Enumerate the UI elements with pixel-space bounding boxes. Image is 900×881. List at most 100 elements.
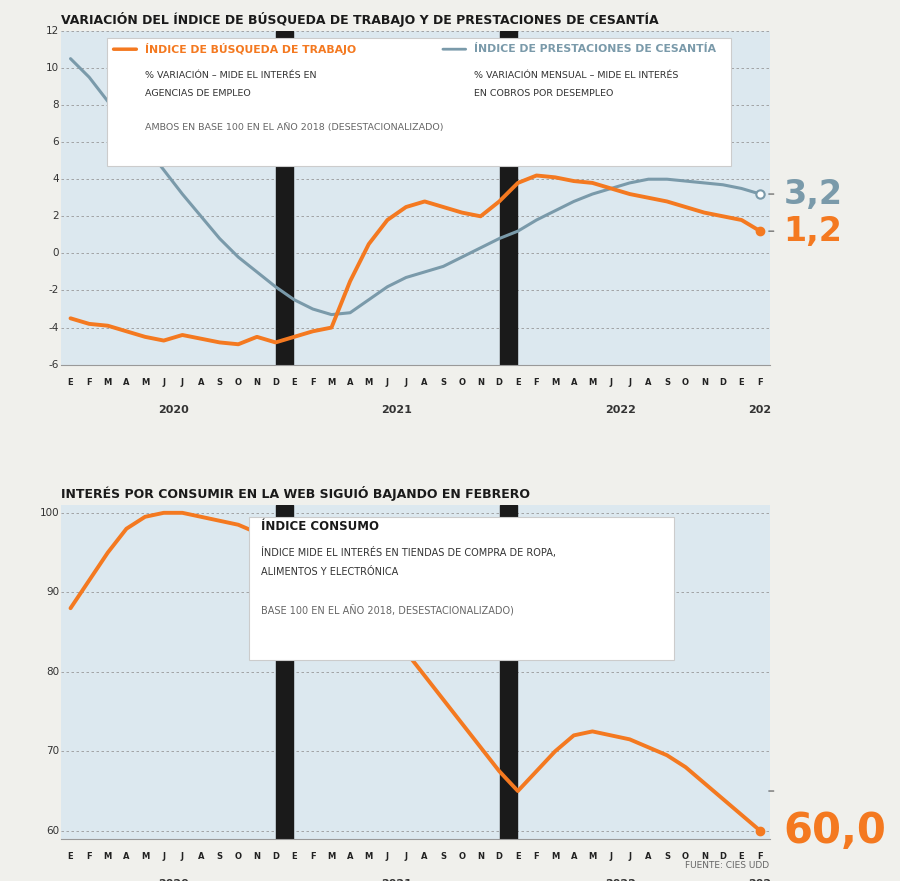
Bar xyxy=(500,505,517,839)
Text: 3,2: 3,2 xyxy=(784,178,842,211)
Text: ALIMENTOS Y ELECTRÓNICA: ALIMENTOS Y ELECTRÓNICA xyxy=(261,566,398,577)
Text: N: N xyxy=(254,852,260,861)
Text: -4: -4 xyxy=(49,322,59,332)
Text: 1,2: 1,2 xyxy=(784,215,842,248)
Text: A: A xyxy=(198,378,204,387)
Text: INTERÉS POR CONSUMIR EN LA WEB SIGUIÓ BAJANDO EN FEBRERO: INTERÉS POR CONSUMIR EN LA WEB SIGUIÓ BA… xyxy=(61,486,530,501)
Text: AMBOS EN BASE 100 EN EL AÑO 2018 (DESESTACIONALIZADO): AMBOS EN BASE 100 EN EL AÑO 2018 (DESEST… xyxy=(145,122,444,131)
Text: M: M xyxy=(141,378,149,387)
Text: S: S xyxy=(664,378,670,387)
Text: ÍNDICE DE BÚSQUEDA DE TRABAJO: ÍNDICE DE BÚSQUEDA DE TRABAJO xyxy=(145,43,356,56)
Text: D: D xyxy=(272,378,279,387)
Text: O: O xyxy=(235,378,242,387)
Text: 2022: 2022 xyxy=(605,404,635,415)
Text: F: F xyxy=(534,378,539,387)
Text: F: F xyxy=(310,852,316,861)
Text: J: J xyxy=(181,378,184,387)
Text: 2: 2 xyxy=(53,211,59,221)
Text: A: A xyxy=(123,378,130,387)
Text: J: J xyxy=(628,852,631,861)
Text: M: M xyxy=(328,852,336,861)
Text: -6: -6 xyxy=(49,359,59,370)
Text: 4: 4 xyxy=(53,174,59,184)
Text: 60: 60 xyxy=(46,825,59,836)
Text: F: F xyxy=(86,378,92,387)
Text: A: A xyxy=(346,852,354,861)
Text: A: A xyxy=(346,378,354,387)
Text: 70: 70 xyxy=(46,746,59,756)
Text: 2022: 2022 xyxy=(605,878,635,881)
Text: E: E xyxy=(68,852,73,861)
Text: 100: 100 xyxy=(40,507,59,518)
Text: E: E xyxy=(739,378,744,387)
Bar xyxy=(500,31,517,365)
Text: O: O xyxy=(682,378,689,387)
Text: A: A xyxy=(645,378,652,387)
Text: S: S xyxy=(664,852,670,861)
Text: E: E xyxy=(739,852,744,861)
Text: N: N xyxy=(477,852,484,861)
Text: EN COBROS POR DESEMPLEO: EN COBROS POR DESEMPLEO xyxy=(474,89,614,99)
Text: 202: 202 xyxy=(749,878,771,881)
Text: % VARIACIÓN MENSUAL – MIDE EL INTERÉS: % VARIACIÓN MENSUAL – MIDE EL INTERÉS xyxy=(474,70,679,80)
Text: J: J xyxy=(386,852,389,861)
Text: O: O xyxy=(458,378,465,387)
Text: F: F xyxy=(310,378,316,387)
Text: M: M xyxy=(104,378,112,387)
Text: 0: 0 xyxy=(53,248,59,258)
Text: 2020: 2020 xyxy=(158,878,188,881)
Text: AGENCIAS DE EMPLEO: AGENCIAS DE EMPLEO xyxy=(145,89,250,99)
Text: 6: 6 xyxy=(53,137,59,147)
Text: E: E xyxy=(292,378,297,387)
Text: 2021: 2021 xyxy=(382,404,412,415)
Text: M: M xyxy=(551,378,559,387)
Text: O: O xyxy=(235,852,242,861)
Text: F: F xyxy=(758,852,763,861)
FancyBboxPatch shape xyxy=(249,516,674,660)
Text: 80: 80 xyxy=(46,667,59,677)
Text: M: M xyxy=(104,852,112,861)
Text: D: D xyxy=(496,852,503,861)
Text: 12: 12 xyxy=(46,26,59,36)
Text: VARIACIÓN DEL ÍNDICE DE BÚSQUEDA DE TRABAJO Y DE PRESTACIONES DE CESANTÍA: VARIACIÓN DEL ÍNDICE DE BÚSQUEDA DE TRAB… xyxy=(61,11,659,27)
Bar xyxy=(276,505,293,839)
Text: N: N xyxy=(701,378,707,387)
Text: ÍNDICE MIDE EL INTERÉS EN TIENDAS DE COMPRA DE ROPA,: ÍNDICE MIDE EL INTERÉS EN TIENDAS DE COM… xyxy=(261,546,556,558)
Text: N: N xyxy=(477,378,484,387)
Text: E: E xyxy=(515,378,521,387)
Text: M: M xyxy=(328,378,336,387)
Text: D: D xyxy=(719,852,726,861)
Text: 202: 202 xyxy=(749,404,771,415)
Text: S: S xyxy=(217,852,222,861)
Text: A: A xyxy=(645,852,652,861)
Text: 10: 10 xyxy=(46,63,59,73)
Text: N: N xyxy=(254,378,260,387)
Text: F: F xyxy=(534,852,539,861)
Text: D: D xyxy=(272,852,279,861)
Text: O: O xyxy=(682,852,689,861)
Text: D: D xyxy=(719,378,726,387)
Text: E: E xyxy=(515,852,521,861)
FancyBboxPatch shape xyxy=(107,38,731,166)
Text: M: M xyxy=(364,852,373,861)
Text: S: S xyxy=(217,378,222,387)
Text: A: A xyxy=(198,852,204,861)
Text: FUENTE: CIES UDD: FUENTE: CIES UDD xyxy=(686,862,769,870)
Text: 8: 8 xyxy=(53,100,59,110)
Text: % VARIACIÓN – MIDE EL INTERÉS EN: % VARIACIÓN – MIDE EL INTERÉS EN xyxy=(145,70,316,80)
Text: M: M xyxy=(589,378,597,387)
Text: O: O xyxy=(458,852,465,861)
Text: BASE 100 EN EL AÑO 2018, DESESTACIONALIZADO): BASE 100 EN EL AÑO 2018, DESESTACIONALIZ… xyxy=(261,605,514,617)
Text: M: M xyxy=(364,378,373,387)
Text: 2020: 2020 xyxy=(158,404,188,415)
Text: A: A xyxy=(421,378,428,387)
Text: S: S xyxy=(440,852,446,861)
Text: J: J xyxy=(609,852,613,861)
Text: J: J xyxy=(404,378,408,387)
Text: 90: 90 xyxy=(46,588,59,597)
Text: -2: -2 xyxy=(49,285,59,295)
Text: M: M xyxy=(551,852,559,861)
Text: F: F xyxy=(86,852,92,861)
Text: A: A xyxy=(571,378,577,387)
Text: E: E xyxy=(68,378,73,387)
